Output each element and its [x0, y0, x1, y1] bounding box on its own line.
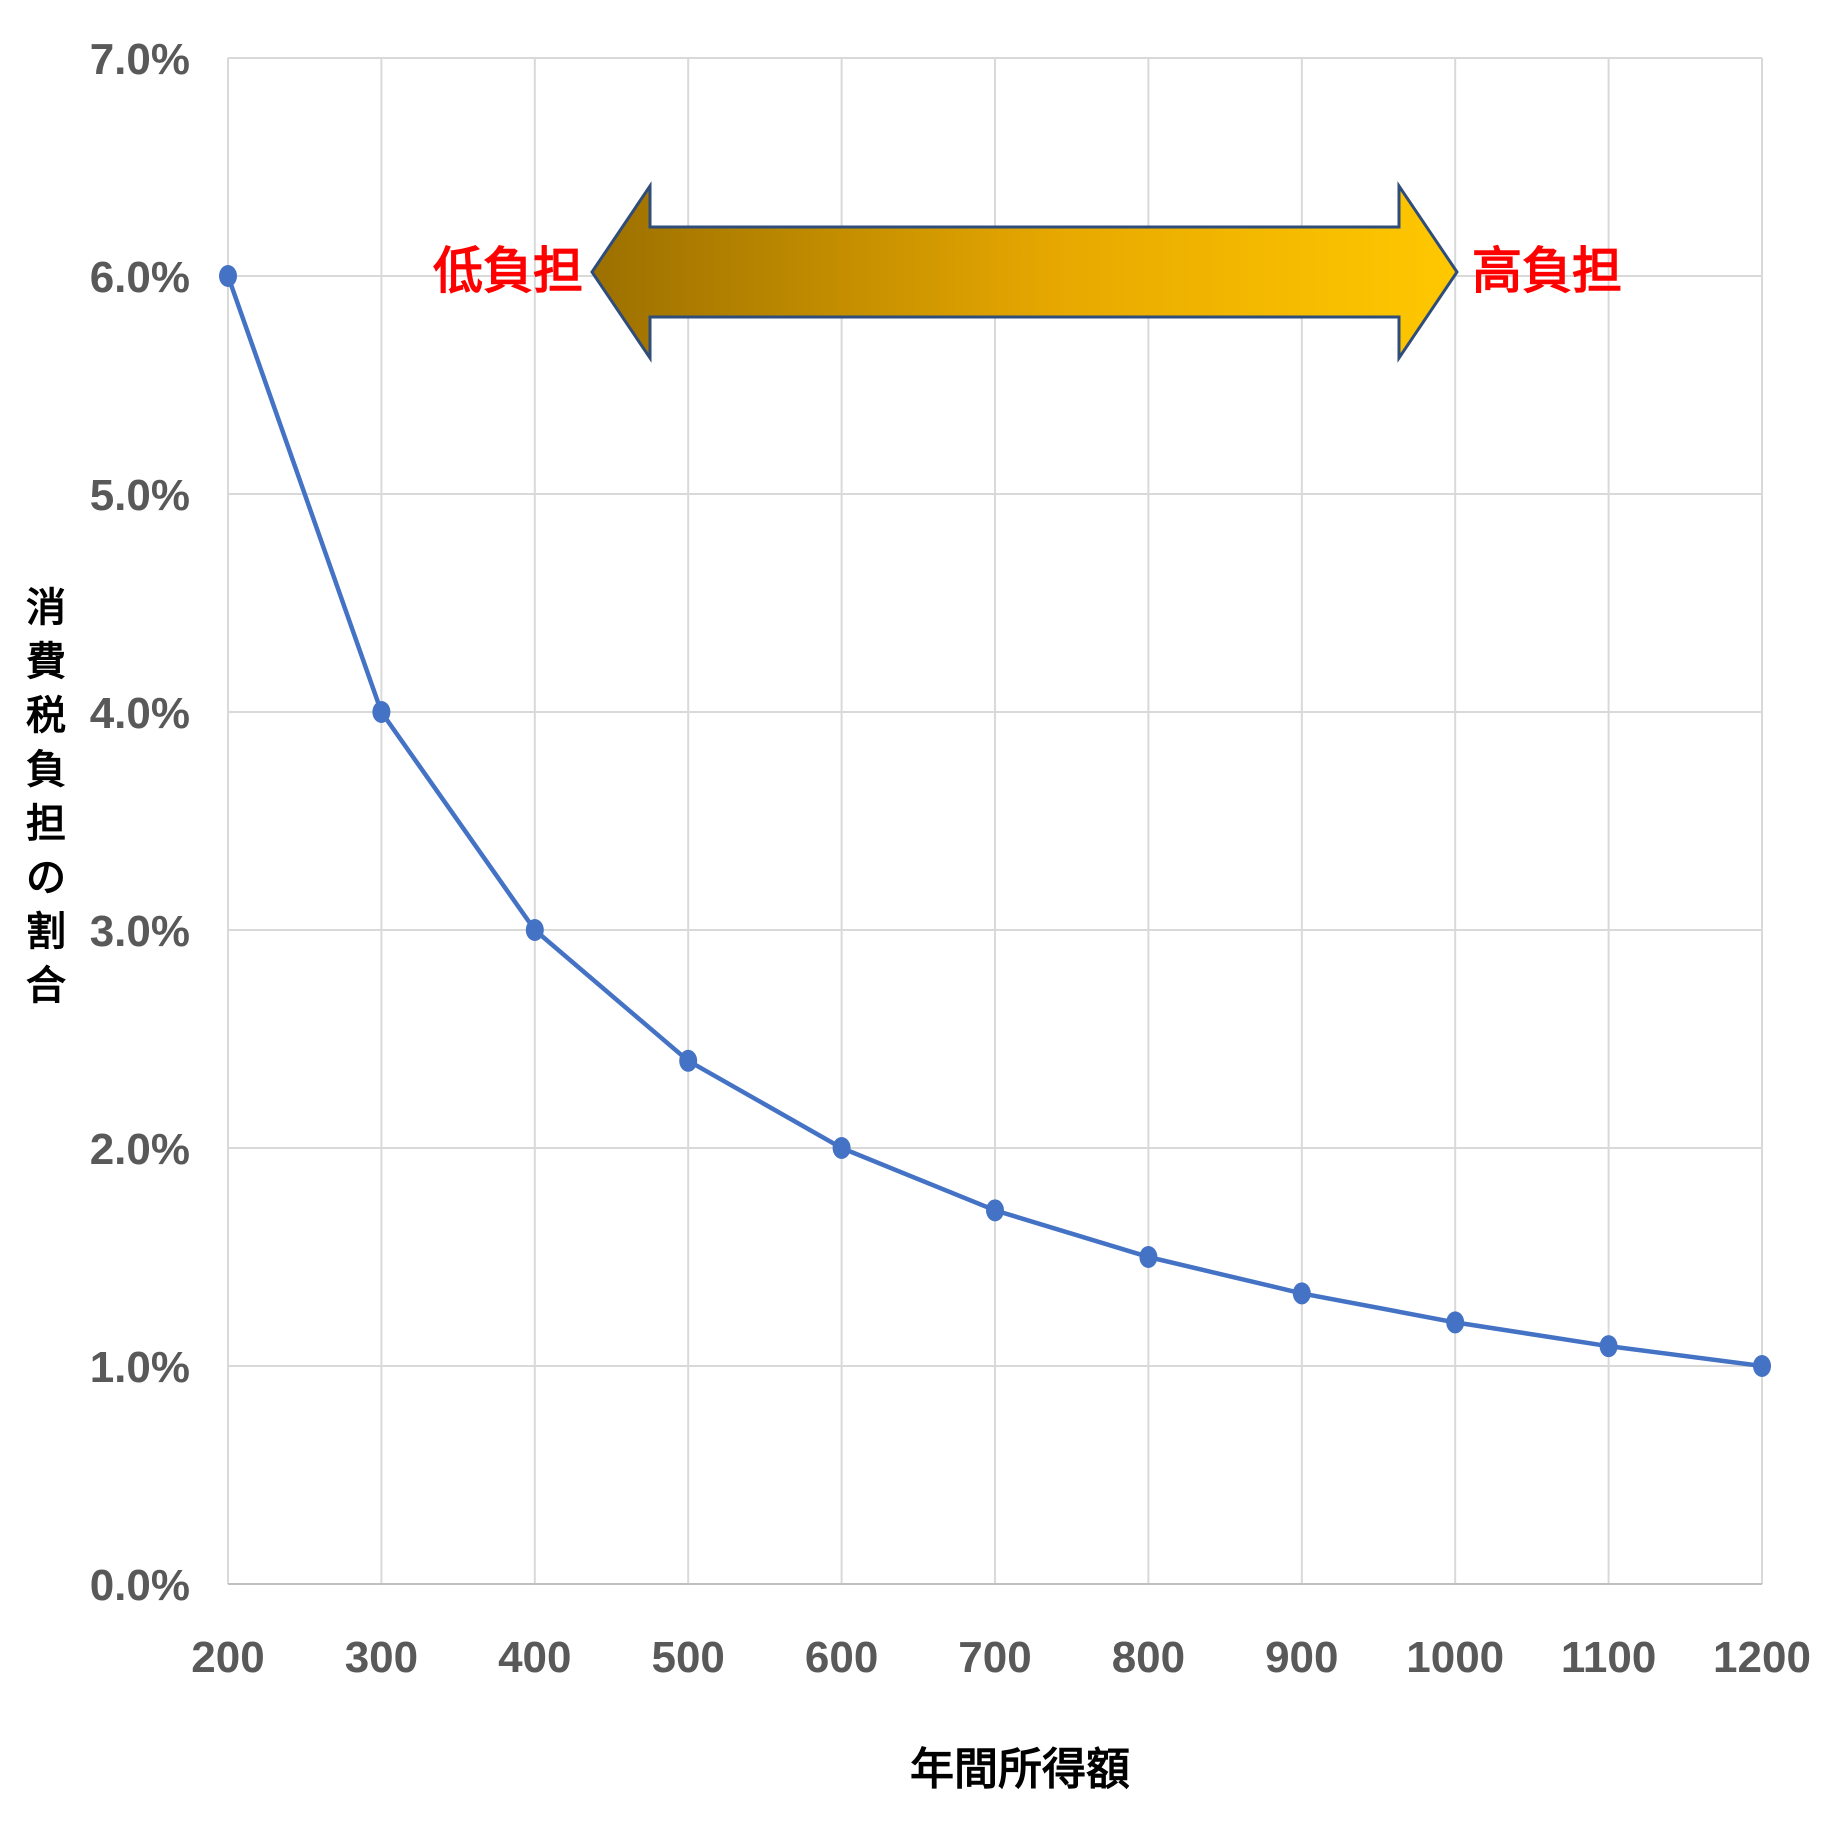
double-arrow: [590, 181, 1459, 363]
y-axis-label-char: の: [26, 855, 66, 901]
y-axis-label-char: 合: [26, 963, 66, 1009]
x-tick-labels: 200 300 400 500 600 700 800 900 1000 1100 1200: [191, 1633, 1811, 1682]
x-tick-label: 600: [805, 1633, 878, 1682]
data-point: [986, 1199, 1004, 1222]
data-point: [1139, 1246, 1158, 1268]
y-axis-label-char: 負: [26, 747, 66, 793]
y-axis-label-char: 消: [26, 585, 66, 631]
y-tick-label: 0.0%: [90, 1561, 190, 1610]
x-tick-label: 1000: [1406, 1633, 1504, 1682]
high-burden-label: 高負担: [1472, 242, 1622, 300]
x-tick-label: 800: [1112, 1633, 1185, 1682]
x-tick-label: 500: [651, 1633, 724, 1682]
y-axis-label-char: 割: [26, 909, 66, 955]
x-tick-label: 700: [958, 1633, 1031, 1682]
y-axis-label-char: 費: [26, 639, 66, 685]
data-point: [832, 1137, 851, 1159]
x-tick-label: 900: [1265, 1633, 1338, 1682]
y-tick-label: 7.0%: [90, 35, 190, 84]
data-point: [679, 1049, 698, 1072]
data-point: [1446, 1311, 1465, 1334]
y-tick-label: 5.0%: [90, 471, 190, 520]
y-tick-label: 2.0%: [90, 1125, 190, 1174]
y-axis-label-char: 担: [26, 801, 66, 847]
y-tick-label: 4.0%: [90, 689, 190, 738]
data-point: [1599, 1335, 1618, 1358]
y-tick-label: 6.0%: [90, 253, 190, 302]
x-tick-label: 300: [345, 1633, 418, 1682]
data-point: [525, 919, 544, 941]
low-burden-label: 低負担: [433, 242, 583, 300]
y-tick-label: 3.0%: [90, 907, 190, 956]
data-point: [1753, 1355, 1771, 1377]
x-axis-label: 年間所得額: [910, 1744, 1130, 1795]
series-group: [219, 265, 1771, 1377]
range-arrow: [590, 181, 1459, 363]
y-tick-labels: 0.0% 1.0% 2.0% 3.0% 4.0% 5.0% 6.0% 7.0%: [90, 35, 190, 1610]
data-point: [219, 265, 237, 287]
y-axis-label-char: 税: [26, 693, 66, 739]
x-tick-label: 1100: [1561, 1633, 1656, 1682]
x-tick-label: 200: [191, 1633, 264, 1682]
data-point: [1292, 1282, 1311, 1305]
x-tick-label: 1200: [1713, 1633, 1811, 1682]
data-point: [372, 701, 391, 723]
x-tick-label: 400: [498, 1633, 571, 1682]
y-tick-label: 1.0%: [90, 1343, 190, 1392]
